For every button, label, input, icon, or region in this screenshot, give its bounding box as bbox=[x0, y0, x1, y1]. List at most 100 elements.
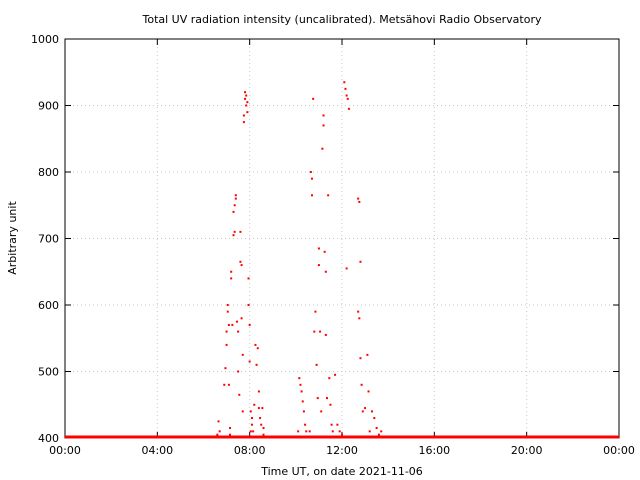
data-point bbox=[237, 330, 240, 333]
data-point bbox=[256, 347, 259, 350]
data-point bbox=[226, 310, 229, 313]
data-point bbox=[248, 323, 251, 326]
data-point bbox=[299, 383, 302, 386]
data-point bbox=[242, 121, 245, 124]
data-point bbox=[253, 403, 256, 406]
data-point bbox=[220, 435, 223, 438]
data-point bbox=[338, 430, 341, 433]
data-point bbox=[240, 264, 243, 267]
x-tick-label: 04:00 bbox=[141, 444, 173, 457]
data-point bbox=[327, 194, 330, 197]
data-point bbox=[359, 260, 362, 263]
data-point bbox=[241, 410, 244, 413]
data-point bbox=[233, 230, 236, 233]
data-point bbox=[261, 407, 264, 410]
data-point bbox=[224, 367, 227, 370]
data-point bbox=[248, 360, 251, 363]
x-tick-label: 12:00 bbox=[326, 444, 358, 457]
data-point bbox=[361, 410, 364, 413]
data-point bbox=[360, 383, 363, 386]
grid-layer bbox=[65, 39, 619, 438]
data-point bbox=[317, 247, 320, 250]
data-point bbox=[320, 410, 323, 413]
data-point bbox=[257, 407, 260, 410]
data-point bbox=[239, 260, 242, 263]
data-point bbox=[321, 147, 324, 150]
data-point bbox=[239, 230, 242, 233]
data-point bbox=[234, 194, 237, 197]
data-point bbox=[217, 420, 220, 423]
data-point bbox=[315, 363, 318, 366]
data-point bbox=[324, 333, 327, 336]
data-point bbox=[250, 417, 253, 420]
data-point bbox=[346, 97, 349, 100]
data-point bbox=[235, 320, 238, 323]
data-point bbox=[358, 200, 361, 203]
data-point bbox=[317, 264, 320, 267]
data-point bbox=[304, 423, 307, 426]
data-point bbox=[216, 433, 219, 436]
data-point bbox=[233, 204, 236, 207]
data-point bbox=[331, 430, 334, 433]
data-point bbox=[246, 111, 249, 114]
y-tick-label: 700 bbox=[38, 233, 59, 246]
x-tick-label: 00:00 bbox=[49, 444, 81, 457]
data-point bbox=[225, 330, 228, 333]
data-point bbox=[308, 430, 311, 433]
data-point bbox=[334, 373, 337, 376]
data-point bbox=[244, 91, 247, 94]
data-point bbox=[254, 343, 257, 346]
x-axis-label: Time UT, on date 2021-11-06 bbox=[260, 465, 423, 478]
data-point bbox=[310, 177, 313, 180]
data-point bbox=[359, 357, 362, 360]
data-point bbox=[345, 94, 348, 97]
data-point bbox=[231, 323, 234, 326]
data-point bbox=[330, 423, 333, 426]
data-point bbox=[244, 97, 247, 100]
data-point bbox=[300, 390, 303, 393]
data-point bbox=[229, 427, 232, 430]
data-point bbox=[325, 397, 328, 400]
data-point bbox=[255, 363, 258, 366]
y-tick-label: 800 bbox=[38, 166, 59, 179]
data-point bbox=[245, 104, 248, 107]
data-point bbox=[328, 377, 331, 380]
y-tick-label: 1000 bbox=[31, 33, 59, 46]
data-point bbox=[230, 277, 233, 280]
data-point bbox=[232, 234, 235, 237]
data-point bbox=[367, 390, 370, 393]
data-point bbox=[227, 323, 230, 326]
data-point bbox=[297, 430, 300, 433]
data-point bbox=[368, 430, 371, 433]
data-point bbox=[312, 97, 315, 100]
data-point bbox=[218, 430, 221, 433]
data-point bbox=[366, 353, 369, 356]
tick-layer: 400 500 600 700 800 900 1000 00:00 04:00 08:00 12:… bbox=[31, 33, 635, 457]
data-point bbox=[262, 433, 265, 436]
data-point bbox=[257, 390, 260, 393]
data-point bbox=[302, 410, 305, 413]
data-point bbox=[375, 427, 378, 430]
data-point bbox=[358, 317, 361, 320]
data-point bbox=[259, 417, 262, 420]
data-point bbox=[313, 330, 316, 333]
data-point bbox=[223, 383, 226, 386]
data-point bbox=[357, 310, 360, 313]
data-point bbox=[234, 197, 237, 200]
x-tick-label: 20:00 bbox=[511, 444, 543, 457]
data-point bbox=[377, 433, 380, 436]
data-point bbox=[380, 430, 383, 433]
data-point bbox=[226, 304, 229, 306]
data-point bbox=[241, 353, 244, 356]
data-point bbox=[262, 427, 265, 430]
data-point bbox=[341, 433, 343, 436]
data-point bbox=[247, 304, 250, 306]
data-point bbox=[229, 433, 232, 436]
data-point bbox=[250, 423, 253, 426]
data-point bbox=[230, 270, 233, 273]
data-point bbox=[344, 87, 347, 90]
data-point bbox=[242, 114, 245, 117]
data-point bbox=[238, 393, 241, 396]
data-point bbox=[343, 81, 346, 84]
